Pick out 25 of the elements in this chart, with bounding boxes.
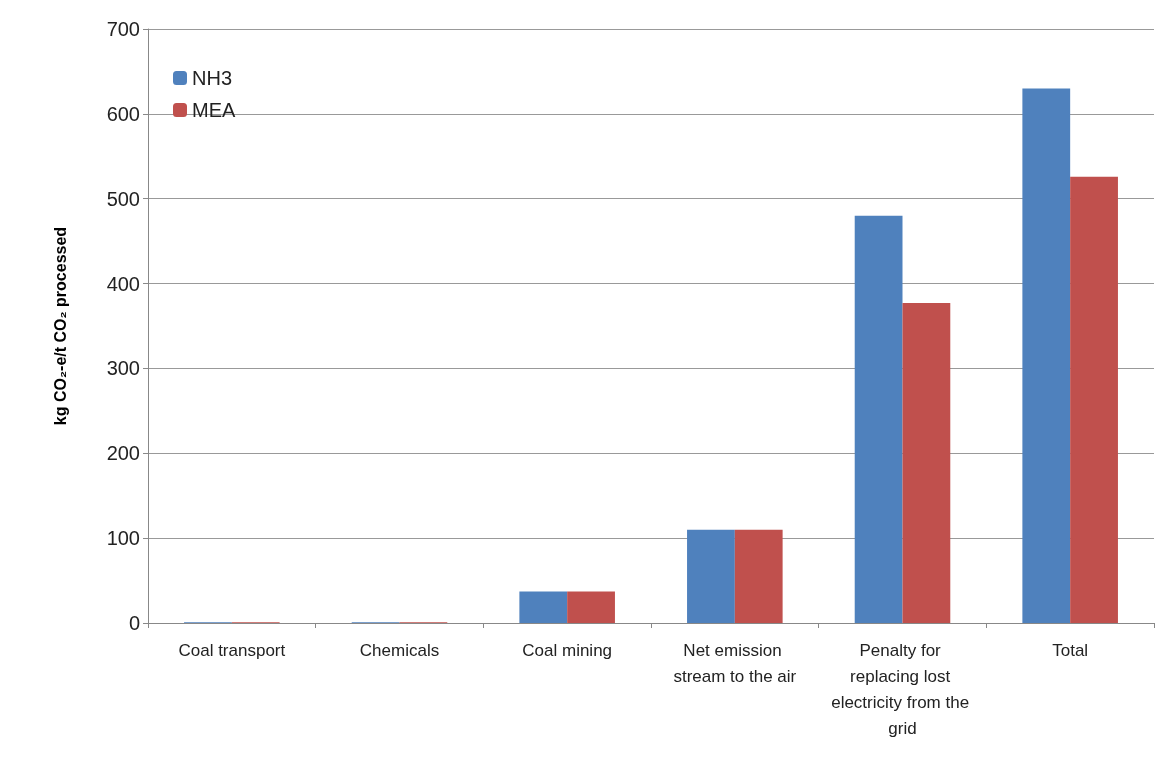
x-tick-label: Coal mining <box>522 640 613 660</box>
y-axis-title: kg CO₂-e/t CO₂ processed <box>51 226 69 426</box>
x-tick-label: Total <box>1052 640 1089 660</box>
x-tick-label: Coal transport <box>178 640 286 660</box>
bar <box>687 529 735 623</box>
y-tick-label: 300 <box>106 357 140 380</box>
bar <box>1070 176 1118 623</box>
x-tick-label: Penalty for replacing lost electricity from the grid <box>831 640 974 738</box>
y-tick-label: 500 <box>106 187 140 210</box>
bar <box>734 529 783 623</box>
y-tick-label: 0 <box>128 612 140 634</box>
y-tick-label: 200 <box>106 442 140 465</box>
x-tick-label: Net emission stream to the air <box>673 640 797 686</box>
y-tick-label: 400 <box>106 272 140 295</box>
y-tick-label: 600 <box>106 102 140 125</box>
x-tick-label: Chemicals <box>359 640 440 660</box>
y-tick-label: 100 <box>106 527 140 550</box>
y-tick-label: 700 <box>106 18 140 40</box>
bar <box>854 215 903 623</box>
legend-label: MEA <box>192 99 236 121</box>
bar <box>902 303 951 623</box>
legend-label: NH3 <box>192 67 233 89</box>
bar <box>519 591 568 623</box>
bar <box>567 591 615 623</box>
bar <box>1022 88 1071 623</box>
